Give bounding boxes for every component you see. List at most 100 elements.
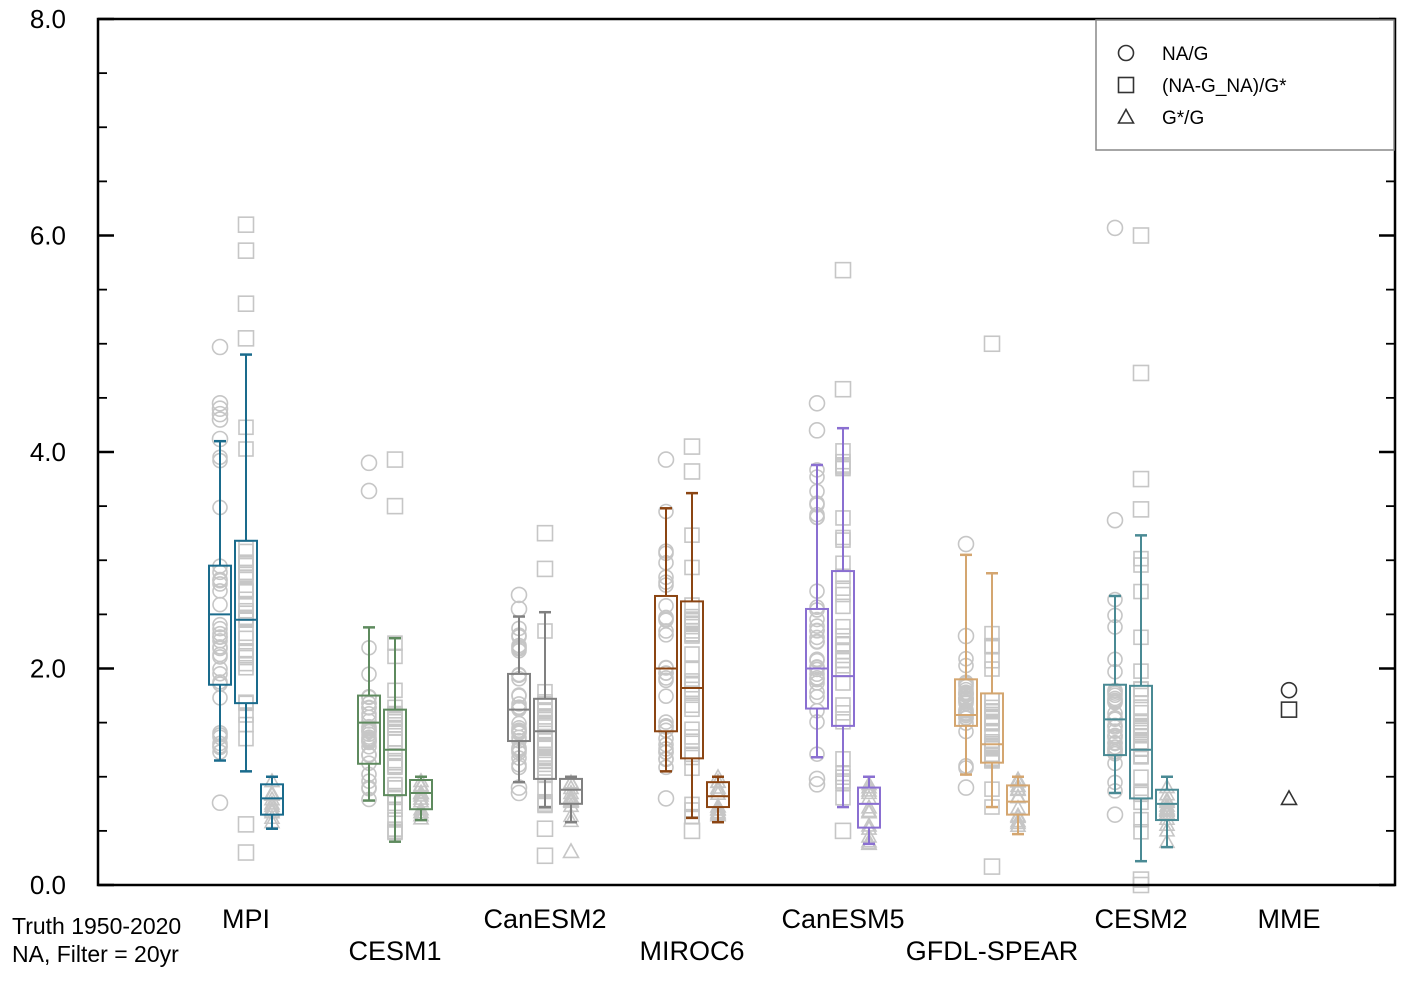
canesm5-member-circle xyxy=(809,671,825,688)
canesm5-member-circle xyxy=(809,684,825,701)
canesm5-member-square xyxy=(835,643,851,660)
cesm2-outlier-square xyxy=(1132,227,1150,244)
gfdl-spear-outlier-square xyxy=(983,335,1001,353)
mpi-member-square xyxy=(238,584,254,600)
canesm5-outlier-square xyxy=(834,261,852,279)
cesm1-member-circle xyxy=(361,734,377,751)
canesm5-outlier-square xyxy=(834,380,852,398)
canesm2-member-circle xyxy=(511,688,527,704)
mpi-member-square xyxy=(238,625,254,642)
gfdl-spear-member-triangle xyxy=(1009,772,1027,788)
cesm2-outlier-square xyxy=(1132,470,1150,488)
canesm5-member-circle xyxy=(809,666,825,682)
mme-point-triangle xyxy=(1280,789,1298,806)
model-label-gfdl-spear: GFDL-SPEAR xyxy=(906,936,1079,966)
cesm1-member-square xyxy=(387,759,403,776)
axes-layer: 0.0 2.0 4.0 6.0 8.0 xyxy=(30,4,1397,900)
legend-marker-triangle xyxy=(1117,107,1135,124)
mpi-member-square xyxy=(238,609,254,626)
cesm2-outlier-circle xyxy=(1106,219,1124,237)
canesm2-outlier-square xyxy=(536,560,554,578)
mpi-member-circle xyxy=(212,620,228,637)
canesm2-box-triangle xyxy=(559,777,583,805)
miroc6-box-square xyxy=(680,600,704,760)
mpi-outlier-circle xyxy=(211,400,229,418)
mpi-box-triangle xyxy=(260,783,284,816)
legend-label-triangle: G*/G xyxy=(1162,108,1204,129)
miroc6-member-square xyxy=(684,616,700,633)
canesm5-member-circle xyxy=(809,622,825,639)
canesm5-member-triangle xyxy=(860,832,878,848)
canesm2-outlier-circle xyxy=(510,600,528,618)
mpi-box-circle xyxy=(208,564,232,686)
miroc6-member-square xyxy=(684,676,700,693)
mpi-member-square xyxy=(238,655,254,672)
cesm1-outlier-square xyxy=(386,497,404,515)
mpi-outlier-circle xyxy=(211,411,229,428)
cesm2-member-circle xyxy=(1107,734,1123,751)
gfdl-spear-box-circle xyxy=(954,678,978,727)
cesm1-member-circle xyxy=(361,738,377,755)
canesm2-outlier-circle xyxy=(510,784,528,802)
mpi-member-square xyxy=(238,642,254,659)
miroc6-member-square xyxy=(684,661,700,678)
cesm1-outlier-circle xyxy=(360,482,378,500)
canesm2-box-square xyxy=(533,697,557,780)
mpi-member-circle xyxy=(212,583,228,599)
gfdl-spear-member-square xyxy=(984,724,1000,741)
mpi-member-circle xyxy=(212,572,228,589)
model-label-cesm1: CESM1 xyxy=(348,936,441,966)
mpi-outlier-circle xyxy=(211,405,229,423)
cesm1-member-triangle xyxy=(412,776,430,792)
canesm5-member-square xyxy=(835,675,851,691)
mpi-member-circle xyxy=(212,576,228,592)
mpi-member-triangle xyxy=(263,794,281,810)
canesm2-member-square xyxy=(537,753,553,769)
mpi-member-square xyxy=(238,564,254,581)
canesm5-member-triangle xyxy=(860,798,878,814)
canesm5-member-square xyxy=(835,705,851,721)
cesm2-outlier-circle xyxy=(1106,511,1124,529)
cesm2-member-square xyxy=(1133,704,1149,721)
canesm5-member-square xyxy=(835,657,851,674)
canesm2-outlier-square xyxy=(536,847,554,865)
cesm2-member-square xyxy=(1133,769,1149,786)
canesm2-outlier-circle xyxy=(510,586,528,604)
y-tick-label: 8.0 xyxy=(30,4,66,34)
cesm1-outlier-circle xyxy=(360,454,378,472)
canesm2-outlier-square xyxy=(536,524,554,542)
gfdl-spear-outlier-circle xyxy=(957,779,975,796)
canesm2-member-circle xyxy=(511,722,527,739)
cesm2-member-circle xyxy=(1107,727,1123,744)
cesm1-box-square xyxy=(383,708,407,797)
canesm2-member-circle xyxy=(511,699,527,716)
canesm5-box-square xyxy=(831,570,855,727)
mpi-member-square xyxy=(238,540,254,556)
cesm1-member-circle xyxy=(361,700,377,716)
mpi-member-circle xyxy=(212,629,228,645)
cesm1-box-circle xyxy=(357,694,381,765)
miroc6-member-circle xyxy=(658,714,674,730)
cesm2-member-square xyxy=(1133,727,1149,744)
miroc6-member-circle xyxy=(658,688,674,704)
canesm2-member-square xyxy=(537,709,553,725)
canesm5-outlier-square xyxy=(834,822,852,840)
canesm5-member-circle xyxy=(809,633,825,650)
miroc6-member-square xyxy=(684,701,700,718)
mpi-member-square xyxy=(238,582,254,599)
cesm2-member-triangle xyxy=(1158,801,1176,817)
mpi-member-circle xyxy=(212,661,228,677)
cesm2-outlier-square xyxy=(1132,501,1150,518)
mpi-outlier-square xyxy=(237,242,255,259)
mpi-member-triangle xyxy=(263,797,281,813)
y-tick-label: 4.0 xyxy=(30,437,66,467)
miroc6-outlier-square xyxy=(683,463,701,480)
canesm5-outlier-circle xyxy=(808,394,826,412)
miroc6-member-square xyxy=(684,721,700,738)
canesm5-member-triangle xyxy=(860,781,878,797)
gfdl-spear-member-square xyxy=(984,708,1000,725)
legend-label-square: (NA-G_NA)/G* xyxy=(1162,76,1287,97)
